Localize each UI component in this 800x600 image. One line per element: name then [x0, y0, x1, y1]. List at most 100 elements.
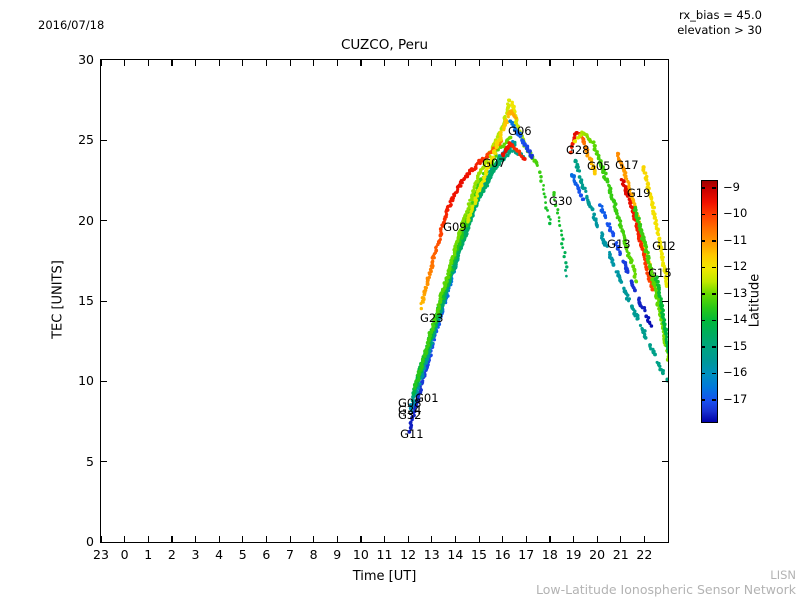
x-tick-mark: [289, 60, 291, 66]
satellite-label: G28: [565, 143, 590, 158]
x-tick-label: 14: [447, 547, 464, 562]
colorbar-tick-label: −16: [723, 365, 748, 380]
x-tick-mark: [242, 536, 244, 542]
y-tick-label: 5: [86, 453, 94, 469]
x-tick-label: 2: [167, 547, 176, 562]
x-tick-mark: [596, 536, 598, 542]
y-tick-mark: [101, 220, 107, 222]
colorbar-tick-mark: [701, 240, 705, 242]
satellite-label: G06: [508, 124, 532, 139]
y-tick-mark: [101, 300, 107, 302]
x-tick-mark: [407, 536, 409, 542]
x-tick-label: 0: [120, 547, 129, 562]
colorbar-tick-label: −9: [723, 179, 740, 194]
colorbar-tick-mark: [712, 187, 716, 189]
x-tick-label: 5: [238, 547, 247, 562]
x-tick-label: 12: [400, 547, 417, 562]
satellite-label: G12: [652, 238, 676, 253]
satellite-label: G01: [414, 390, 439, 405]
x-tick-mark: [100, 60, 102, 66]
x-tick-mark: [242, 60, 244, 66]
x-tick-mark: [195, 536, 197, 542]
y-tick-label: 10: [78, 373, 94, 389]
y-tick-label: 0: [86, 534, 94, 549]
y-tick-mark: [662, 380, 668, 383]
y-tick-label: 20: [78, 212, 94, 228]
x-tick-mark: [407, 60, 409, 66]
x-tick-mark: [454, 536, 457, 542]
colorbar-tick-label: −11: [723, 232, 748, 247]
satellite-label: G13: [607, 236, 631, 251]
x-tick-mark: [218, 536, 220, 542]
x-tick-mark: [360, 60, 362, 66]
rx-bias-annotation: rx_bias = 45.0: [678, 8, 762, 22]
colorbar-tick-mark: [701, 187, 705, 189]
watermark-network-name: Low-Latitude Ionospheric Sensor Network: [536, 582, 796, 597]
y-tick-label: 15: [78, 293, 94, 308]
satellite-label: G15: [648, 266, 672, 281]
colorbar-tick-label: −10: [723, 206, 748, 221]
x-tick-mark: [596, 60, 598, 66]
x-tick-mark: [573, 536, 575, 542]
x-tick-mark: [313, 60, 315, 66]
x-tick-mark: [478, 60, 480, 66]
colorbar-tick-label: −13: [723, 285, 748, 300]
colorbar-tick-mark: [701, 319, 705, 322]
x-tick-label: 11: [376, 547, 393, 562]
y-tick-mark: [101, 380, 107, 383]
colorbar-tick-mark: [701, 372, 705, 375]
satellite-label: G23: [419, 311, 444, 326]
x-tick-mark: [620, 60, 622, 66]
y-axis-label: TEC [UNITS]: [50, 260, 66, 339]
colorbar-tick-mark: [712, 372, 716, 375]
x-tick-label: 15: [471, 547, 487, 562]
x-tick-label: 20: [589, 547, 606, 562]
y-tick-mark: [101, 139, 107, 142]
y-tick-mark: [101, 461, 107, 463]
x-tick-label: 17: [518, 547, 535, 562]
colorbar-tick-mark: [701, 346, 705, 348]
satellite-label: G32: [397, 408, 422, 423]
x-tick-mark: [502, 536, 504, 542]
satellite-label: G24: [397, 402, 422, 417]
colorbar-tick-mark: [712, 213, 716, 216]
watermark-lisn: LISN: [770, 568, 796, 582]
x-tick-mark: [171, 60, 173, 66]
satellite-label: G09: [443, 220, 467, 235]
colorbar-tick-mark: [701, 213, 705, 216]
y-tick-mark: [662, 300, 668, 302]
x-tick-mark: [147, 60, 149, 66]
colorbar-label: Latitude: [747, 273, 763, 328]
x-tick-mark: [573, 60, 575, 66]
colorbar-tick-mark: [701, 399, 705, 401]
x-axis-label: Time [UT]: [352, 569, 417, 584]
x-tick-label: 18: [541, 547, 558, 562]
colorbar-tick-label: −17: [723, 391, 748, 406]
x-tick-mark: [384, 60, 386, 66]
x-tick-mark: [643, 60, 646, 66]
satellite-label: G05: [586, 159, 611, 174]
x-tick-label: 4: [215, 547, 224, 562]
colorbar-tick-mark: [701, 266, 705, 269]
x-tick-label: 21: [612, 547, 629, 562]
satellite-label: G08: [397, 396, 422, 411]
x-tick-mark: [289, 536, 291, 542]
y-tick-label: 30: [78, 52, 94, 67]
y-tick-mark: [662, 139, 668, 142]
colorbar-tick-label: −12: [723, 259, 748, 274]
x-tick-mark: [336, 536, 338, 542]
x-tick-label: 7: [286, 547, 294, 562]
y-tick-mark: [662, 461, 668, 463]
x-tick-mark: [525, 60, 527, 66]
x-tick-mark: [336, 60, 338, 66]
x-tick-mark: [502, 60, 504, 66]
x-tick-label: 8: [309, 547, 318, 562]
x-tick-mark: [147, 536, 149, 542]
colorbar-tick-mark: [712, 266, 716, 269]
colorbar-tick-mark: [712, 346, 716, 348]
colorbar-tick-mark: [712, 399, 716, 401]
satellite-label: G17: [615, 157, 639, 172]
page-title: CUZCO, Peru: [340, 37, 429, 53]
x-tick-mark: [431, 60, 433, 66]
colorbar-tick-mark: [712, 240, 716, 242]
